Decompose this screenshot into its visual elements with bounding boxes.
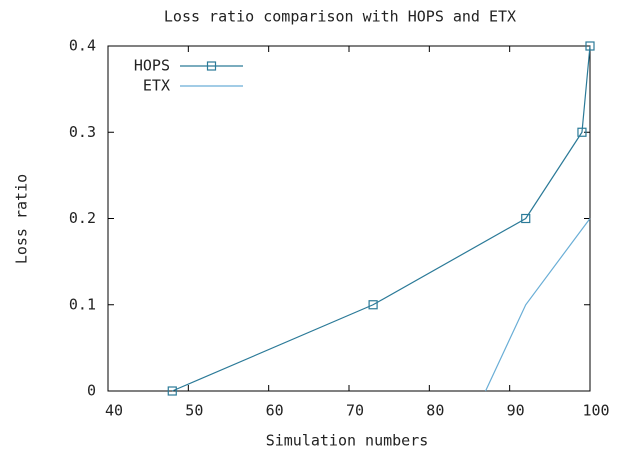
legend-label: HOPS	[134, 57, 170, 75]
series-line	[172, 45, 591, 392]
x-tick-label: 50	[185, 402, 203, 420]
y-tick-label: 0.3	[69, 123, 96, 141]
point-marker	[521, 213, 531, 224]
point-marker	[577, 127, 587, 137]
x-tick-label: 100	[582, 402, 609, 420]
chart-title: Loss ratio comparison with HOPS and ETX	[164, 8, 516, 26]
legend-marker	[206, 61, 217, 71]
y-tick-label: 0.2	[69, 209, 96, 227]
point-marker	[167, 386, 177, 396]
point-marker	[585, 41, 595, 51]
y-tick-label: 0	[87, 382, 96, 400]
plot-frame	[107, 45, 591, 392]
x-tick-label: 80	[426, 402, 444, 420]
x-axis-label: Simulation numbers	[266, 432, 429, 450]
x-tick-label: 70	[346, 402, 364, 420]
y-axis-label: Loss ratio	[13, 174, 31, 264]
x-tick-label: 40	[105, 402, 123, 420]
series-line	[485, 218, 591, 392]
x-tick-label: 90	[507, 402, 525, 420]
x-tick-label: 60	[266, 402, 284, 420]
y-tick-label: 0.4	[69, 37, 96, 55]
legend-label: ETX	[143, 77, 170, 95]
point-marker	[368, 300, 378, 310]
y-tick-label: 0.1	[69, 295, 96, 313]
